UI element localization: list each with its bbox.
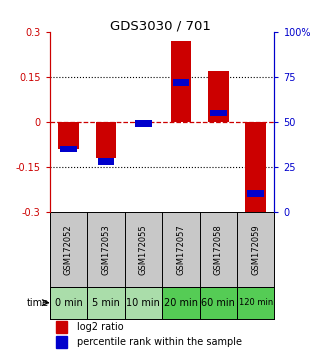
Bar [208, 71, 229, 122]
Text: 60 min: 60 min [201, 298, 235, 308]
Text: 5 min: 5 min [92, 298, 120, 308]
Text: GSM172052: GSM172052 [64, 224, 73, 275]
Bar [125, 287, 162, 319]
Text: GDS3030 / 701: GDS3030 / 701 [110, 19, 211, 33]
Text: 10 min: 10 min [126, 298, 160, 308]
Bar [56, 321, 67, 333]
Bar [133, 122, 154, 123]
Text: GSM172058: GSM172058 [214, 224, 223, 275]
Bar [246, 122, 266, 218]
Bar [135, 120, 152, 127]
Text: percentile rank within the sample: percentile rank within the sample [77, 337, 242, 347]
Bar [210, 109, 227, 116]
Text: 20 min: 20 min [164, 298, 198, 308]
Bar [247, 190, 264, 197]
Bar [87, 287, 125, 319]
Text: GSM172059: GSM172059 [251, 224, 260, 275]
Bar [200, 287, 237, 319]
Text: GSM172053: GSM172053 [101, 224, 110, 275]
Bar [173, 79, 189, 86]
Bar [237, 287, 274, 319]
Text: log2 ratio: log2 ratio [77, 322, 123, 332]
Bar [60, 145, 77, 152]
Text: 120 min: 120 min [239, 298, 273, 307]
Bar [50, 287, 87, 319]
Text: time: time [27, 298, 49, 308]
Bar [170, 41, 191, 122]
Text: 0 min: 0 min [55, 298, 82, 308]
Bar [96, 122, 116, 158]
Bar [58, 122, 79, 149]
Text: GSM172055: GSM172055 [139, 224, 148, 275]
Text: GSM172057: GSM172057 [176, 224, 185, 275]
Bar [162, 287, 200, 319]
Bar [98, 158, 114, 165]
Bar [56, 336, 67, 348]
